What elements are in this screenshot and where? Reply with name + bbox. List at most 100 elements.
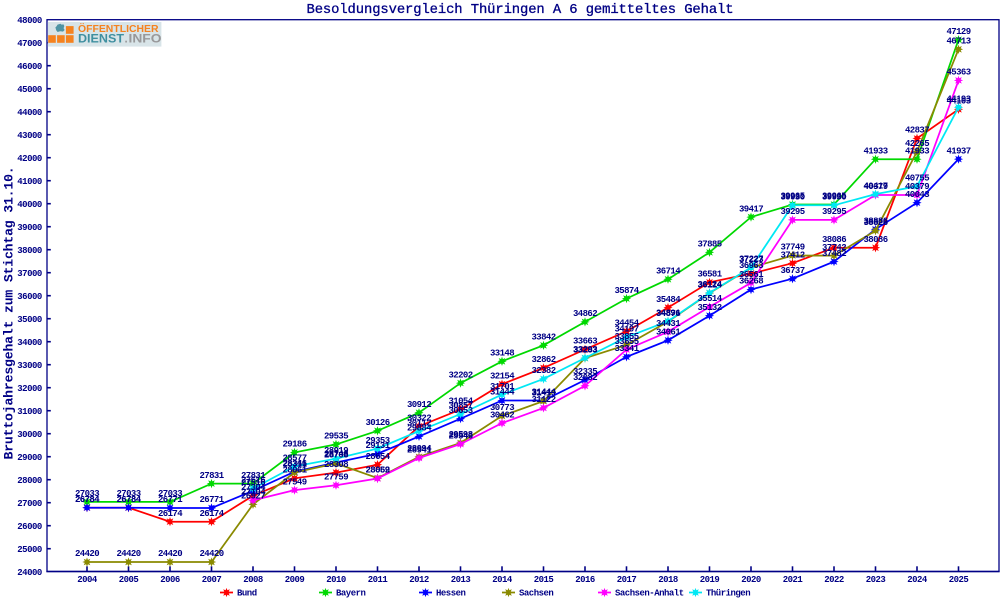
svg-text:33000: 33000 — [17, 361, 42, 371]
svg-text:26771: 26771 — [158, 495, 183, 505]
svg-text:38000: 38000 — [17, 246, 42, 256]
svg-text:30773: 30773 — [490, 403, 514, 413]
svg-text:46000: 46000 — [17, 62, 42, 72]
svg-text:Bruttojahresgehalt zum Stichta: Bruttojahresgehalt zum Stichtag 31.10. — [2, 167, 17, 460]
svg-text:36737: 36737 — [780, 266, 804, 276]
svg-text:34454: 34454 — [614, 319, 639, 329]
svg-text:39417: 39417 — [739, 204, 763, 214]
svg-text:DIENST: DIENST — [78, 34, 124, 46]
svg-text:33148: 33148 — [490, 349, 514, 359]
svg-text:40379: 40379 — [905, 182, 929, 192]
svg-text:44103: 44103 — [946, 97, 970, 107]
svg-text:39000: 39000 — [17, 223, 42, 233]
svg-text:28654: 28654 — [365, 452, 390, 462]
svg-text:Besoldungsvergleich Thüringen: Besoldungsvergleich Thüringen A 6 gemitt… — [307, 3, 734, 18]
svg-text:38086: 38086 — [863, 235, 887, 245]
svg-text:44193: 44193 — [946, 95, 970, 105]
svg-text:34876: 34876 — [656, 309, 680, 319]
svg-text:37749: 37749 — [780, 243, 804, 253]
svg-text:28311: 28311 — [282, 460, 307, 470]
svg-text:2017: 2017 — [617, 575, 637, 585]
svg-text:26927: 26927 — [241, 492, 265, 502]
svg-text:27033: 27033 — [116, 489, 140, 499]
svg-text:30912: 30912 — [407, 400, 431, 410]
svg-text:28941: 28941 — [407, 445, 432, 455]
svg-text:45363: 45363 — [946, 68, 970, 78]
svg-text:2019: 2019 — [700, 575, 720, 585]
svg-text:2024: 2024 — [907, 575, 928, 585]
svg-text:36963: 36963 — [739, 261, 763, 271]
svg-text:33655: 33655 — [614, 337, 638, 347]
svg-text:34862: 34862 — [573, 309, 597, 319]
svg-text:2011: 2011 — [368, 575, 389, 585]
svg-text:2022: 2022 — [824, 575, 844, 585]
svg-text:26784: 26784 — [116, 495, 141, 505]
svg-text:35132: 35132 — [697, 303, 721, 313]
svg-text:26784: 26784 — [75, 495, 100, 505]
svg-text:31444: 31444 — [531, 388, 556, 398]
svg-text:34891: 34891 — [656, 308, 681, 318]
svg-text:Thüringen: Thüringen — [706, 589, 750, 599]
svg-text:2013: 2013 — [451, 575, 471, 585]
svg-text:31419: 31419 — [531, 388, 555, 398]
svg-text:34431: 34431 — [656, 319, 681, 329]
svg-text:32000: 32000 — [17, 384, 42, 394]
svg-text:29598: 29598 — [448, 430, 472, 440]
svg-text:2009: 2009 — [285, 575, 305, 585]
svg-text:29546: 29546 — [448, 431, 472, 441]
svg-text:40379: 40379 — [863, 182, 887, 192]
svg-text:27104: 27104 — [241, 488, 266, 498]
svg-text:28061: 28061 — [282, 466, 307, 476]
svg-text:31054: 31054 — [448, 397, 473, 407]
svg-text:39295: 39295 — [822, 207, 846, 217]
svg-text:40417: 40417 — [863, 181, 887, 191]
svg-text:35874: 35874 — [614, 286, 639, 296]
svg-text:39930: 39930 — [780, 193, 804, 203]
svg-text:32382: 32382 — [531, 366, 555, 376]
svg-text:2008: 2008 — [243, 575, 263, 585]
svg-text:29535: 29535 — [324, 432, 348, 442]
svg-text:2005: 2005 — [119, 575, 139, 585]
svg-text:28346: 28346 — [282, 459, 306, 469]
svg-text:Sachsen: Sachsen — [519, 589, 553, 599]
svg-text:36124: 36124 — [697, 280, 722, 290]
svg-text:39965: 39965 — [780, 192, 804, 202]
svg-text:32335: 32335 — [573, 367, 597, 377]
svg-text:33842: 33842 — [531, 333, 555, 343]
svg-text:36714: 36714 — [656, 267, 681, 277]
svg-text:42837: 42837 — [905, 126, 929, 136]
svg-text:26174: 26174 — [199, 509, 224, 519]
svg-text:2007: 2007 — [202, 575, 222, 585]
svg-text:2015: 2015 — [534, 575, 554, 585]
svg-text:28308: 28308 — [324, 460, 348, 470]
svg-text:47129: 47129 — [946, 27, 970, 37]
svg-text:30322: 30322 — [407, 414, 431, 424]
svg-text:32082: 32082 — [573, 373, 597, 383]
svg-text:27033: 27033 — [75, 489, 99, 499]
svg-text:32154: 32154 — [490, 371, 515, 381]
svg-text:37482: 37482 — [822, 249, 846, 259]
svg-text:26784: 26784 — [116, 495, 141, 505]
svg-text:27549: 27549 — [282, 477, 306, 487]
svg-text:36000: 36000 — [17, 292, 42, 302]
svg-text:27616: 27616 — [241, 476, 265, 486]
svg-text:41000: 41000 — [17, 177, 42, 187]
svg-text:27759: 27759 — [324, 472, 348, 482]
svg-text:44000: 44000 — [17, 108, 42, 118]
svg-text:45000: 45000 — [17, 85, 42, 95]
svg-text:41937: 41937 — [946, 146, 970, 156]
svg-text:28052: 28052 — [365, 466, 389, 476]
svg-text:43000: 43000 — [17, 131, 42, 141]
svg-text:41933: 41933 — [863, 146, 887, 156]
svg-text:24000: 24000 — [17, 568, 42, 578]
svg-text:28708: 28708 — [324, 451, 348, 461]
svg-text:29186: 29186 — [282, 440, 306, 450]
svg-text:48000: 48000 — [17, 16, 42, 26]
svg-text:42265: 42265 — [905, 139, 929, 149]
svg-text:27000: 27000 — [17, 499, 42, 509]
svg-text:31000: 31000 — [17, 407, 42, 417]
svg-text:33855: 33855 — [614, 332, 638, 342]
svg-text:36581: 36581 — [697, 270, 722, 280]
svg-text:2025: 2025 — [949, 575, 969, 585]
svg-text:38826: 38826 — [863, 218, 887, 228]
